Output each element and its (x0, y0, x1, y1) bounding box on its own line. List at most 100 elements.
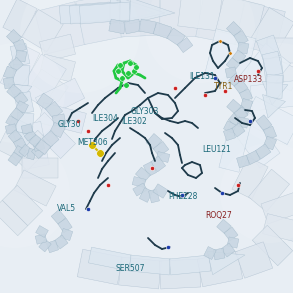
Polygon shape (256, 115, 272, 131)
Polygon shape (159, 0, 201, 37)
Polygon shape (224, 128, 236, 141)
Polygon shape (9, 57, 23, 72)
Polygon shape (169, 255, 211, 275)
Polygon shape (0, 43, 40, 93)
Polygon shape (42, 130, 59, 147)
Polygon shape (178, 0, 222, 31)
Polygon shape (250, 80, 293, 111)
Polygon shape (21, 124, 33, 134)
Polygon shape (3, 0, 37, 37)
Polygon shape (58, 218, 72, 233)
Polygon shape (213, 248, 225, 260)
Polygon shape (224, 121, 236, 133)
Polygon shape (12, 131, 36, 153)
Polygon shape (243, 96, 293, 144)
Circle shape (20, 0, 140, 93)
Text: MET306: MET306 (78, 138, 108, 146)
Polygon shape (8, 84, 32, 105)
Polygon shape (263, 57, 284, 84)
Polygon shape (119, 0, 161, 37)
Polygon shape (234, 105, 248, 120)
Polygon shape (50, 122, 65, 138)
Polygon shape (24, 130, 36, 141)
Polygon shape (16, 121, 49, 170)
Polygon shape (240, 98, 253, 110)
Polygon shape (156, 151, 170, 162)
Polygon shape (263, 126, 277, 140)
Polygon shape (16, 112, 34, 134)
Polygon shape (177, 38, 193, 53)
Polygon shape (263, 136, 277, 150)
Circle shape (230, 43, 293, 143)
Text: GLY303: GLY303 (130, 107, 159, 116)
Polygon shape (149, 189, 159, 203)
Polygon shape (230, 113, 280, 168)
Polygon shape (6, 115, 18, 127)
Polygon shape (261, 192, 293, 224)
Polygon shape (10, 108, 24, 121)
Polygon shape (236, 155, 249, 168)
Polygon shape (51, 210, 66, 224)
Polygon shape (109, 19, 126, 34)
Polygon shape (33, 142, 45, 151)
Polygon shape (5, 124, 17, 134)
Polygon shape (248, 169, 289, 212)
Polygon shape (7, 84, 21, 99)
Polygon shape (124, 19, 141, 34)
Circle shape (0, 138, 70, 248)
Polygon shape (35, 234, 47, 244)
Polygon shape (40, 34, 76, 62)
Polygon shape (46, 240, 59, 253)
Polygon shape (8, 152, 22, 166)
Polygon shape (204, 246, 216, 260)
Polygon shape (259, 55, 293, 91)
Polygon shape (40, 54, 76, 82)
Polygon shape (237, 42, 249, 54)
Polygon shape (153, 184, 168, 198)
Text: ILE131: ILE131 (189, 72, 214, 81)
Polygon shape (204, 29, 256, 87)
Polygon shape (119, 257, 161, 289)
Polygon shape (13, 39, 27, 53)
Polygon shape (36, 226, 48, 238)
Polygon shape (216, 0, 264, 40)
Polygon shape (263, 95, 285, 118)
Polygon shape (235, 2, 285, 54)
Polygon shape (60, 229, 73, 241)
Polygon shape (16, 101, 28, 113)
Polygon shape (153, 142, 169, 156)
Polygon shape (59, 2, 111, 24)
Polygon shape (2, 185, 43, 226)
Polygon shape (232, 50, 246, 64)
Polygon shape (35, 78, 85, 118)
Polygon shape (234, 80, 248, 94)
Polygon shape (146, 134, 162, 149)
Text: VAL5: VAL5 (57, 204, 76, 212)
Polygon shape (27, 148, 36, 160)
Polygon shape (197, 251, 243, 287)
Polygon shape (196, 0, 244, 45)
Polygon shape (225, 67, 237, 78)
Polygon shape (29, 113, 76, 159)
Text: LEU121: LEU121 (202, 145, 231, 154)
Polygon shape (14, 91, 34, 115)
Polygon shape (221, 243, 235, 257)
Polygon shape (14, 146, 26, 157)
Polygon shape (227, 237, 239, 248)
Polygon shape (262, 81, 288, 105)
Polygon shape (150, 156, 166, 172)
Polygon shape (35, 2, 85, 54)
Polygon shape (120, 0, 165, 24)
Polygon shape (76, 0, 124, 45)
Polygon shape (15, 50, 27, 62)
Polygon shape (32, 69, 68, 102)
Text: ASP133: ASP133 (234, 75, 263, 84)
Polygon shape (226, 21, 241, 37)
Text: TYR1: TYR1 (214, 82, 233, 91)
Polygon shape (54, 235, 68, 249)
Polygon shape (167, 28, 185, 46)
Polygon shape (35, 139, 51, 155)
Polygon shape (52, 114, 66, 126)
Polygon shape (229, 74, 241, 86)
Polygon shape (234, 30, 248, 46)
